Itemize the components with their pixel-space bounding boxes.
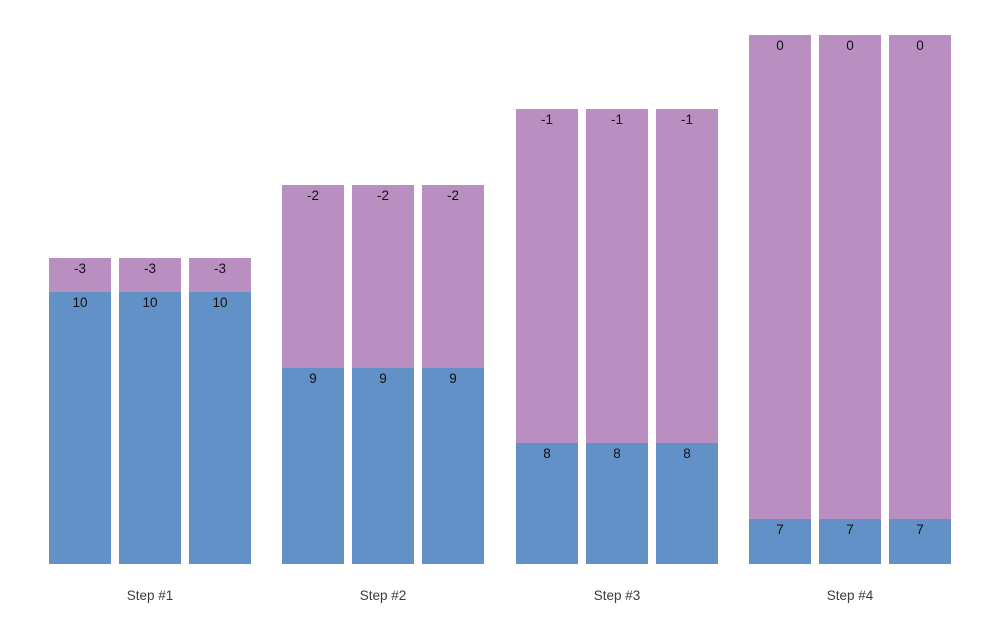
bar-segment-bottom: 7 [819,519,881,564]
bar-segment-bottom: 9 [422,368,484,564]
bar-segment-bottom: 8 [516,443,578,564]
bar-value-label: 8 [613,446,621,461]
bar-value-label: -3 [143,261,156,276]
bar-value-label: 8 [683,446,691,461]
bar-value-label: 9 [379,371,387,386]
bar-value-label: 7 [916,522,924,537]
bar-value-label: 9 [449,371,457,386]
bar-segment-bottom: 10 [49,292,111,564]
bar-value-label: 10 [142,295,158,310]
bar-value-label: -2 [446,188,459,203]
bar-value-label: 10 [72,295,88,310]
category-label: Step #3 [593,588,641,603]
bar-value-label: -1 [610,112,623,127]
bar-value-label: -1 [680,112,693,127]
bar-value-label: 0 [776,38,784,53]
bar-segment-bottom: 7 [749,519,811,564]
bar-value-label: 9 [309,371,317,386]
bar-segment-top: -2 [282,185,344,368]
bar-segment-bottom: 9 [352,368,414,564]
category-label: Step #1 [126,588,174,603]
bar-value-label: 8 [543,446,551,461]
bar-value-label: 10 [212,295,228,310]
bar-segment-top: 0 [889,35,951,519]
bar-value-label: 7 [846,522,854,537]
bar-segment-bottom: 8 [586,443,648,564]
bar-segment-bottom: 10 [189,292,251,564]
bar-segment-top: -3 [119,258,181,292]
bar-segment-top: -2 [422,185,484,368]
bar-value-label: 0 [916,38,924,53]
bar-value-label: -2 [376,188,389,203]
bar-segment-bottom: 8 [656,443,718,564]
bar-value-label: -1 [540,112,553,127]
bar-segment-top: 0 [819,35,881,519]
bar-value-label: 7 [776,522,784,537]
bar-segment-bottom: 10 [119,292,181,564]
bar-value-label: -3 [73,261,86,276]
bar-value-label: 0 [846,38,854,53]
bar-segment-top: -1 [516,109,578,443]
bar-value-label: -3 [213,261,226,276]
bar-segment-top: -3 [189,258,251,292]
bar-segment-top: 0 [749,35,811,519]
bar-segment-top: -1 [656,109,718,443]
bar-segment-top: -1 [586,109,648,443]
bar-segment-top: -2 [352,185,414,368]
category-label: Step #4 [826,588,874,603]
bar-segment-bottom: 7 [889,519,951,564]
bar-segment-bottom: 9 [282,368,344,564]
bar-value-label: -2 [306,188,319,203]
bar-segment-top: -3 [49,258,111,292]
category-label: Step #2 [359,588,407,603]
